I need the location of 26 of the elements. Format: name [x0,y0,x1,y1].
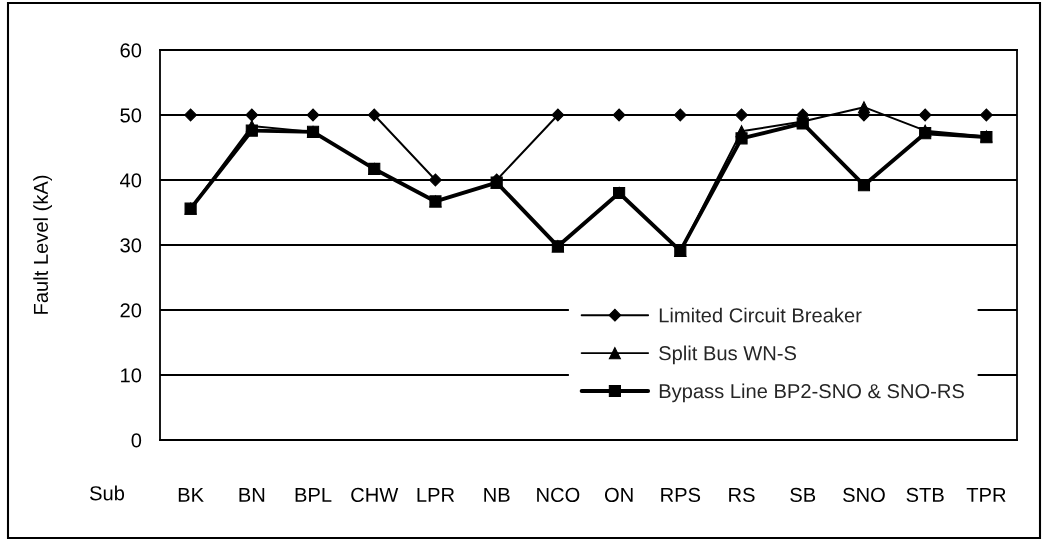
x-tick-label: RPS [661,487,701,503]
x-tick-label: BPL [295,487,332,502]
legend-label: Bypass Line BP2-SNO & SNO-RS [659,383,964,403]
y-tick-label: 20 [120,303,142,318]
x-axis-title: Sub [90,485,125,501]
y-tick-label: 50 [120,108,142,123]
x-tick-label: LPR [417,487,455,502]
x-tick-label: CHW [351,487,399,503]
y-axis-title: Fault Level (kA) [33,175,52,314]
x-tick-label: STB [906,487,944,503]
x-tick-label: NB [484,487,510,502]
y-tick-label: 10 [121,368,142,383]
x-tick-label: NCO [537,487,580,503]
x-tick-label: BK [178,487,204,502]
x-tick-label: SNO [843,487,885,503]
x-tick-label: ON [604,487,633,503]
y-tick-label: 0 [131,433,142,448]
x-tick-label: SB [790,487,816,503]
legend-label: Split Bus WN-S [659,345,797,365]
x-tick-label: TPR [966,487,1006,502]
y-tick-label: 60 [120,43,142,58]
legend-label: Limited Circuit Breaker [659,307,862,323]
y-tick-label: 40 [120,173,142,188]
x-tick-label: BN [239,487,265,502]
y-tick-label: 30 [120,238,142,253]
x-tick-label: RS [729,487,755,503]
